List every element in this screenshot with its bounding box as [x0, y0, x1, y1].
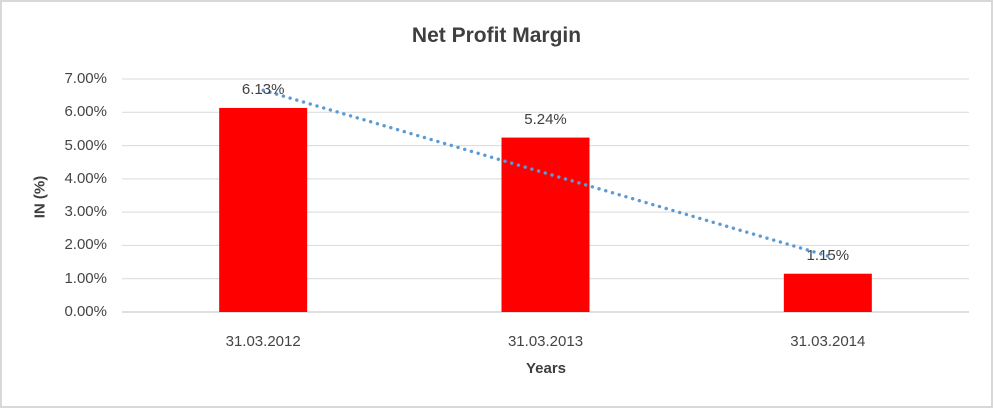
y-tick-label: 7.00% [64, 70, 107, 87]
x-axis-title: Years [525, 360, 567, 377]
x-tick-label: 31.03.2012 [225, 333, 301, 350]
bar-31.03.2014 [783, 273, 872, 312]
bar-31.03.2012 [219, 107, 308, 312]
y-tick-label: 5.00% [64, 136, 107, 154]
y-tick-label: 1.00% [64, 269, 107, 287]
data-label: 6.13% [241, 80, 285, 98]
y-tick-label: 0.00% [64, 303, 107, 320]
data-label: 1.15% [806, 246, 850, 264]
x-tick-label: 31.03.2014 [790, 333, 866, 350]
y-tick-label: 4.00% [64, 169, 107, 187]
x-tick-label: 31.03.2013 [507, 333, 584, 350]
data-label: 5.24% [524, 110, 567, 128]
chart-title: Net Profit Margin [411, 24, 582, 47]
y-tick-label: 2.00% [64, 236, 107, 254]
trendline [261, 88, 830, 258]
y-tick-label: 6.00% [64, 103, 107, 121]
bar-31.03.2013 [501, 137, 590, 312]
y-tick-label: 3.00% [64, 203, 107, 221]
